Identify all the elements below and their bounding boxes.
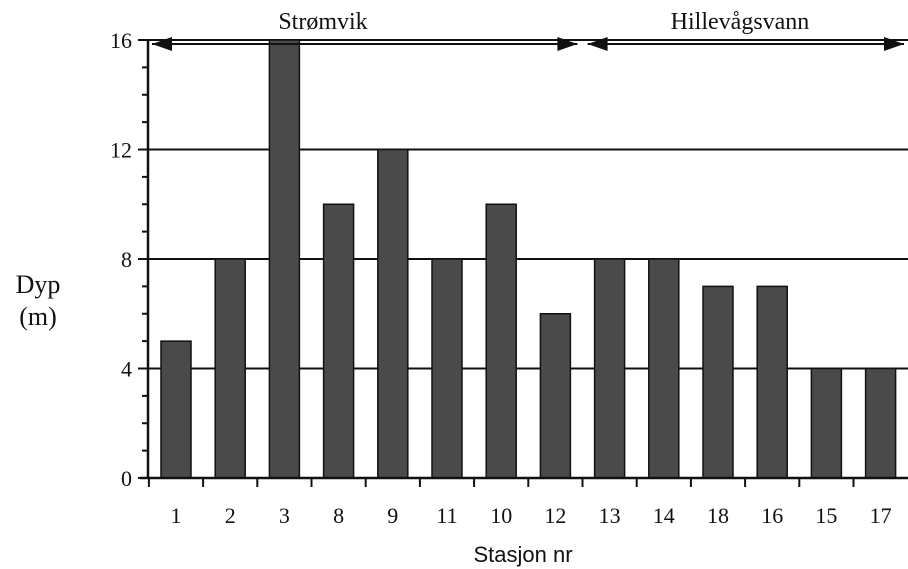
x-tick-label: 18 — [707, 503, 729, 528]
bar-1 — [160, 340, 192, 479]
gridlines — [148, 39, 908, 370]
group-label: Hillevågsvann — [671, 9, 810, 35]
bar-18 — [702, 285, 734, 479]
x-tick-label: 16 — [761, 503, 783, 528]
x-tick-label: 9 — [387, 503, 398, 528]
x-tick-label: 1 — [171, 503, 182, 528]
bar-16 — [756, 285, 788, 479]
left-arrowhead — [152, 37, 172, 51]
y-axis-label-line1: Dyp — [16, 270, 61, 299]
bar-13 — [593, 258, 626, 479]
bar-8 — [322, 203, 355, 479]
x-tick-label: 8 — [333, 503, 344, 528]
right-arrowhead — [884, 37, 904, 51]
x-tick-labels: 1 2 3 8 9 11 10 12 13 14 18 16 15 17 — [147, 478, 892, 528]
bar-15 — [810, 367, 843, 479]
bar-17 — [864, 367, 897, 479]
y-tick-label: 8 — [121, 247, 132, 272]
x-tick-label: 14 — [653, 503, 675, 528]
bar-11 — [431, 258, 463, 479]
x-tick-label: 3 — [279, 503, 290, 528]
left-arrowhead — [587, 37, 608, 51]
x-tick-label: 10 — [490, 503, 512, 528]
x-tick-label: 13 — [599, 503, 621, 528]
x-tick-label: 12 — [544, 503, 566, 528]
y-tick-label: 16 — [110, 28, 132, 53]
y-tick-label: 4 — [121, 357, 132, 382]
bar-12 — [539, 313, 572, 479]
x-tick-label: 11 — [436, 503, 457, 528]
x-tick-label: 15 — [815, 503, 837, 528]
bar-3 — [268, 39, 301, 479]
bar-9 — [377, 148, 409, 479]
bar-2 — [214, 258, 246, 479]
x-tick-label: 17 — [870, 503, 892, 528]
right-arrowhead — [557, 37, 578, 51]
y-ticks: 0 4 8 12 16 — [110, 28, 148, 491]
group-ranges: Strømvik Hillevågsvann — [152, 9, 904, 51]
x-tick-label: 2 — [225, 503, 236, 528]
bar-10 — [485, 203, 517, 479]
x-axis-label: Stasjon nr — [473, 542, 572, 567]
y-tick-label: 0 — [121, 466, 132, 491]
group-label: Strømvik — [278, 9, 367, 35]
y-tick-label: 12 — [110, 138, 132, 163]
bar-14 — [648, 258, 680, 479]
y-axis-label-line2: (m) — [19, 302, 57, 331]
